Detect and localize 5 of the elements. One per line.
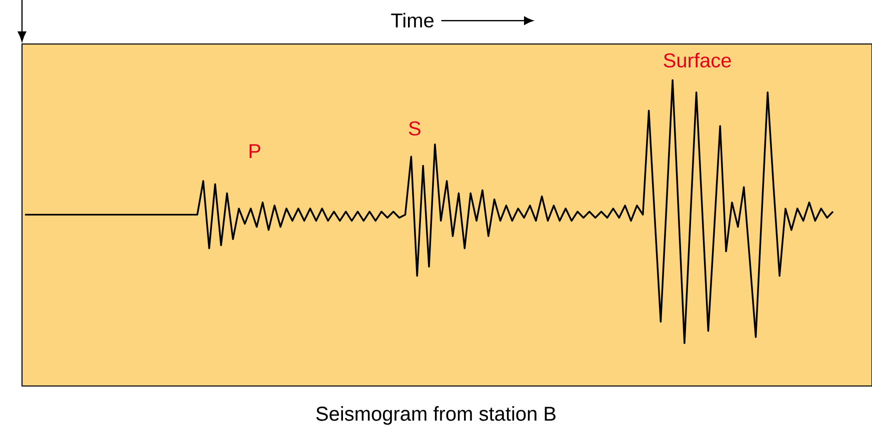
text: Surface [664,52,731,68]
annotation: S [408,121,420,136]
x-axis-title: Time [391,12,434,28]
text: Seismogram from station B [316,406,556,425]
annotation: P [250,144,260,158]
